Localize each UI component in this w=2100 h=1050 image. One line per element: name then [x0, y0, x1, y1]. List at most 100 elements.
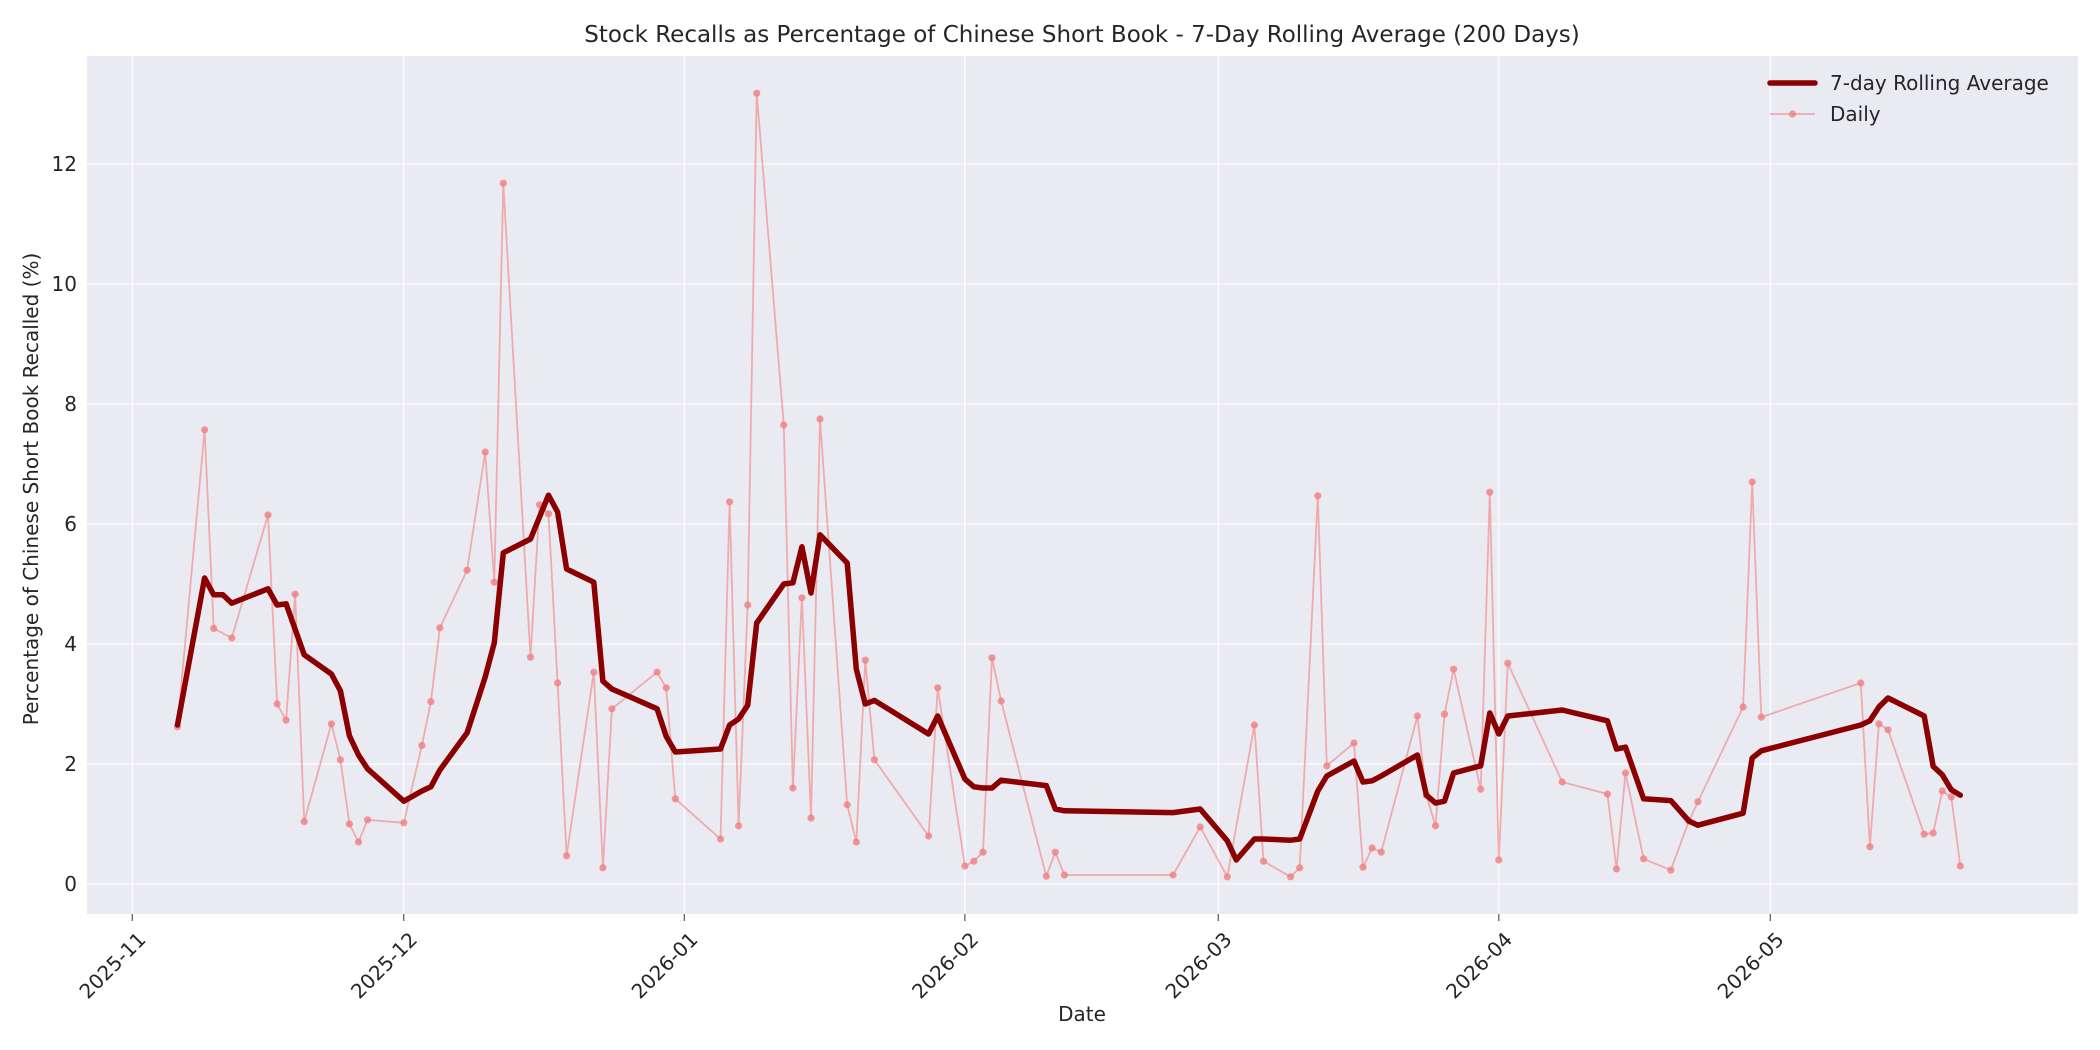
daily-point — [1350, 739, 1358, 747]
daily-point — [726, 498, 734, 506]
daily-point — [1929, 829, 1937, 837]
daily-point — [1748, 478, 1756, 486]
daily-point — [843, 801, 851, 809]
daily-point — [1169, 871, 1177, 879]
daily-point — [264, 511, 272, 519]
daily-point — [816, 415, 824, 423]
daily-point — [1250, 721, 1258, 729]
daily-point — [499, 179, 507, 187]
legend-marker-daily — [1788, 110, 1797, 118]
daily-point — [1739, 703, 1747, 711]
daily-point — [1938, 787, 1946, 795]
daily-point — [780, 421, 788, 429]
daily-point — [925, 832, 933, 840]
y-tick-label: 12 — [52, 152, 77, 176]
daily-point — [1621, 769, 1630, 777]
daily-point — [1223, 873, 1231, 881]
daily-point — [345, 820, 353, 828]
daily-point — [1857, 679, 1865, 687]
daily-point — [1866, 843, 1874, 851]
daily-point — [807, 814, 815, 822]
daily-point — [599, 864, 607, 872]
daily-point — [327, 720, 335, 728]
daily-point — [789, 784, 797, 792]
y-tick-label: 8 — [64, 392, 77, 416]
daily-point — [1051, 848, 1059, 856]
daily-point — [1440, 710, 1449, 718]
daily-point — [979, 848, 987, 856]
daily-point — [852, 838, 860, 846]
daily-point — [490, 578, 498, 586]
daily-point — [1640, 855, 1648, 863]
daily-point — [798, 594, 806, 602]
x-axis-label: Date — [1058, 1002, 1106, 1026]
daily-point — [662, 684, 670, 692]
chart-title: Stock Recalls as Percentage of Chinese S… — [584, 22, 1580, 48]
daily-point — [735, 822, 743, 830]
daily-point — [1042, 872, 1050, 880]
daily-point — [282, 716, 290, 724]
daily-point — [481, 448, 489, 456]
daily-point — [997, 697, 1005, 705]
daily-point — [1377, 848, 1385, 856]
daily-point — [1196, 823, 1204, 831]
daily-point — [671, 795, 679, 803]
daily-point — [363, 816, 372, 824]
y-tick-label: 10 — [52, 272, 77, 296]
daily-point — [744, 601, 752, 609]
daily-point — [1612, 865, 1621, 873]
daily-point — [970, 857, 978, 865]
y-tick-label: 2 — [64, 752, 77, 776]
daily-point — [436, 624, 444, 632]
daily-point — [1884, 726, 1892, 734]
daily-point — [300, 818, 308, 826]
daily-point — [1287, 873, 1295, 881]
daily-point — [608, 705, 616, 713]
daily-point — [861, 656, 869, 664]
daily-point — [1259, 857, 1268, 865]
daily-point — [544, 510, 553, 518]
legend: 7-day Rolling Average Daily — [1767, 71, 2049, 126]
daily-point — [1060, 871, 1068, 879]
daily-point — [653, 668, 661, 676]
daily-point — [400, 819, 408, 827]
daily-point — [961, 862, 969, 870]
daily-point — [1413, 712, 1421, 720]
daily-point — [526, 653, 535, 661]
daily-point — [1477, 785, 1485, 793]
daily-point — [554, 679, 562, 687]
daily-point — [291, 590, 299, 598]
daily-point — [1667, 866, 1675, 874]
daily-point — [753, 89, 761, 97]
daily-point — [1368, 844, 1376, 852]
daily-point — [1920, 830, 1928, 838]
daily-point — [1359, 863, 1367, 871]
daily-point — [418, 741, 426, 750]
daily-point — [336, 756, 344, 764]
daily-point — [354, 838, 363, 846]
daily-point — [1495, 856, 1503, 864]
daily-point — [1431, 822, 1440, 830]
y-axis-label: Percentage of Chinese Short Book Recalle… — [19, 253, 43, 726]
daily-point — [1314, 492, 1322, 500]
daily-point — [1558, 778, 1566, 786]
daily-point — [228, 634, 236, 642]
daily-point — [1875, 720, 1883, 728]
plot-area — [87, 56, 2078, 914]
daily-point — [210, 624, 218, 633]
daily-point — [427, 698, 435, 706]
daily-point — [988, 654, 996, 662]
daily-point — [1694, 798, 1702, 806]
daily-point — [590, 668, 598, 676]
daily-point — [1757, 713, 1765, 721]
daily-point — [201, 426, 209, 434]
y-tick-label: 4 — [64, 632, 77, 656]
daily-point — [463, 566, 471, 574]
y-tick-label: 6 — [64, 512, 77, 536]
series-layer — [173, 89, 1964, 881]
grid-lines — [87, 56, 2078, 914]
legend-label-daily: Daily — [1830, 102, 1881, 126]
daily-point — [934, 684, 942, 692]
daily-point — [1450, 665, 1458, 673]
